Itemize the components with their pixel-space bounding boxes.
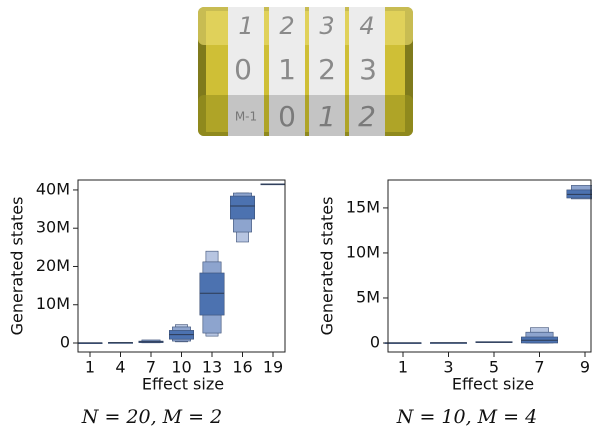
wheel [228,95,264,136]
wheel [349,95,385,136]
digit: 2 [318,53,336,86]
x-tick-label: 7 [534,358,544,377]
wheel [349,7,385,95]
digit: 2 [279,12,294,40]
y-tick-label: 0 [370,332,380,351]
digit: 1 [238,12,253,40]
x-tick-label: 3 [443,358,453,377]
digit: 1 [278,53,296,86]
wheel [228,7,264,95]
lock-illustration: 1 2 3 4 0 1 2 3 M-1 0 1 2 [198,7,413,136]
digit: 3 [319,12,334,40]
x-tick-label: 10 [171,358,191,377]
x-axis-label: Effect size [452,375,534,394]
x-tick-label: 1 [398,358,408,377]
plot-frame [77,179,286,353]
caption: N = 10, M = 4 [396,406,537,428]
y-axis-label: Generated states [8,197,27,336]
y-tick-label: 10M [346,242,380,261]
wheel [309,7,345,95]
digit: 0 [234,53,252,86]
y-tick-label: 30M [36,218,70,237]
digit: 4 [359,12,374,40]
wheel [269,95,305,136]
y-tick-label: 0 [60,333,70,352]
x-tick-label: 16 [232,358,252,377]
x-tick-label: 9 [580,358,590,377]
y-tick-label: 5M [356,287,380,306]
wheel [309,95,345,136]
x-tick-label: 4 [115,358,125,377]
y-tick-label: 20M [36,256,70,275]
x-tick-label: 1 [85,358,95,377]
boxen-box [199,272,225,316]
wheels-bottom [228,95,385,136]
y-tick-label: 15M [346,197,380,216]
x-tick-label: 13 [202,358,222,377]
x-tick-label: 19 [263,358,283,377]
y-tick-label: 10M [36,294,70,313]
digit: 2 [358,100,376,133]
caption: N = 20, M = 2 [81,406,222,428]
x-axis-label: Effect size [142,375,224,394]
x-tick-label: 7 [146,358,156,377]
digit: 1 [318,100,336,133]
y-axis-label: Generated states [318,197,337,336]
wheel [269,7,305,95]
boxen-box [230,195,256,220]
digit: 0 [278,100,296,133]
digit: M-1 [235,110,257,124]
plot-frame [387,179,592,353]
digit: 3 [359,53,377,86]
wheels [228,7,385,95]
x-tick-label: 5 [489,358,499,377]
y-tick-label: 40M [36,179,70,198]
